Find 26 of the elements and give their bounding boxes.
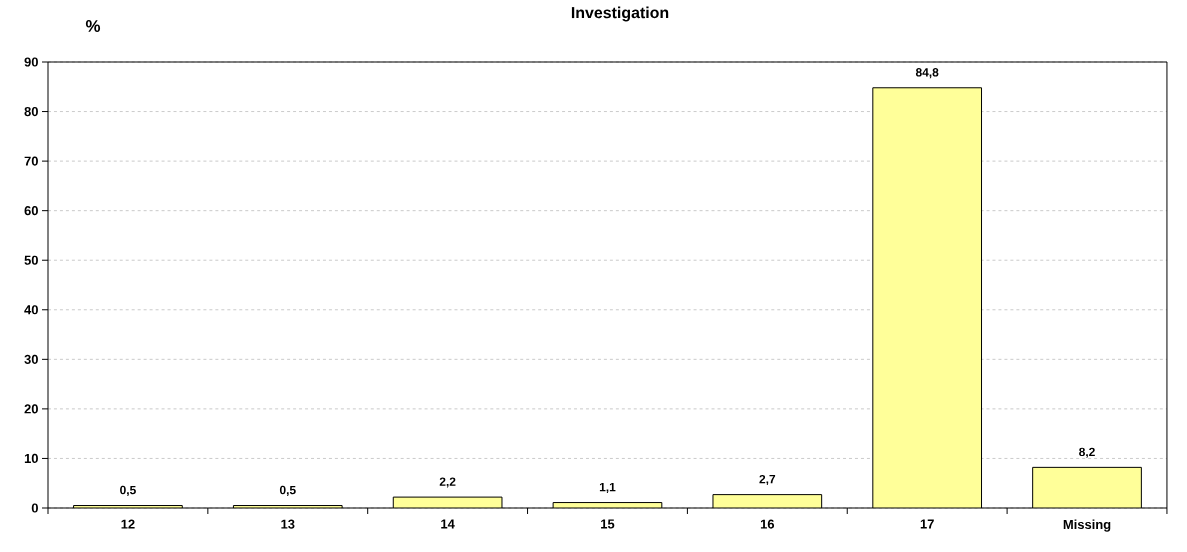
y-tick-label: 70: [24, 156, 38, 166]
data-label: 2,7: [759, 474, 776, 486]
data-label: 8,2: [1079, 447, 1095, 458]
data-label: 0,5: [120, 485, 136, 496]
y-tick-label: 40: [24, 305, 38, 315]
y-tick-label: 90: [24, 57, 38, 67]
data-label: 2,2: [439, 477, 456, 488]
x-tick-label: 14: [441, 519, 455, 529]
y-tick-label: 0: [31, 503, 38, 513]
y-tick-label: 50: [24, 255, 38, 265]
y-axis-title: %: [85, 20, 101, 32]
chart-title: Investigation: [571, 6, 669, 22]
data-label: 1,1: [599, 482, 616, 494]
x-tick-label: 13: [281, 519, 295, 529]
x-tick-label: Missing: [1063, 519, 1111, 532]
data-label: 0,5: [279, 485, 296, 496]
x-tick-label: 17: [920, 519, 934, 529]
y-tick-label: 80: [24, 106, 38, 117]
x-tick-label: 12: [121, 519, 135, 529]
y-tick-label: 60: [24, 206, 38, 216]
data-label: 84,8: [915, 68, 939, 79]
y-tick-label: 20: [24, 404, 38, 414]
y-tick-label: 10: [24, 453, 38, 464]
y-tick-label: 30: [24, 354, 38, 364]
x-tick-label: 16: [760, 519, 775, 529]
x-tick-label: 15: [601, 519, 615, 529]
